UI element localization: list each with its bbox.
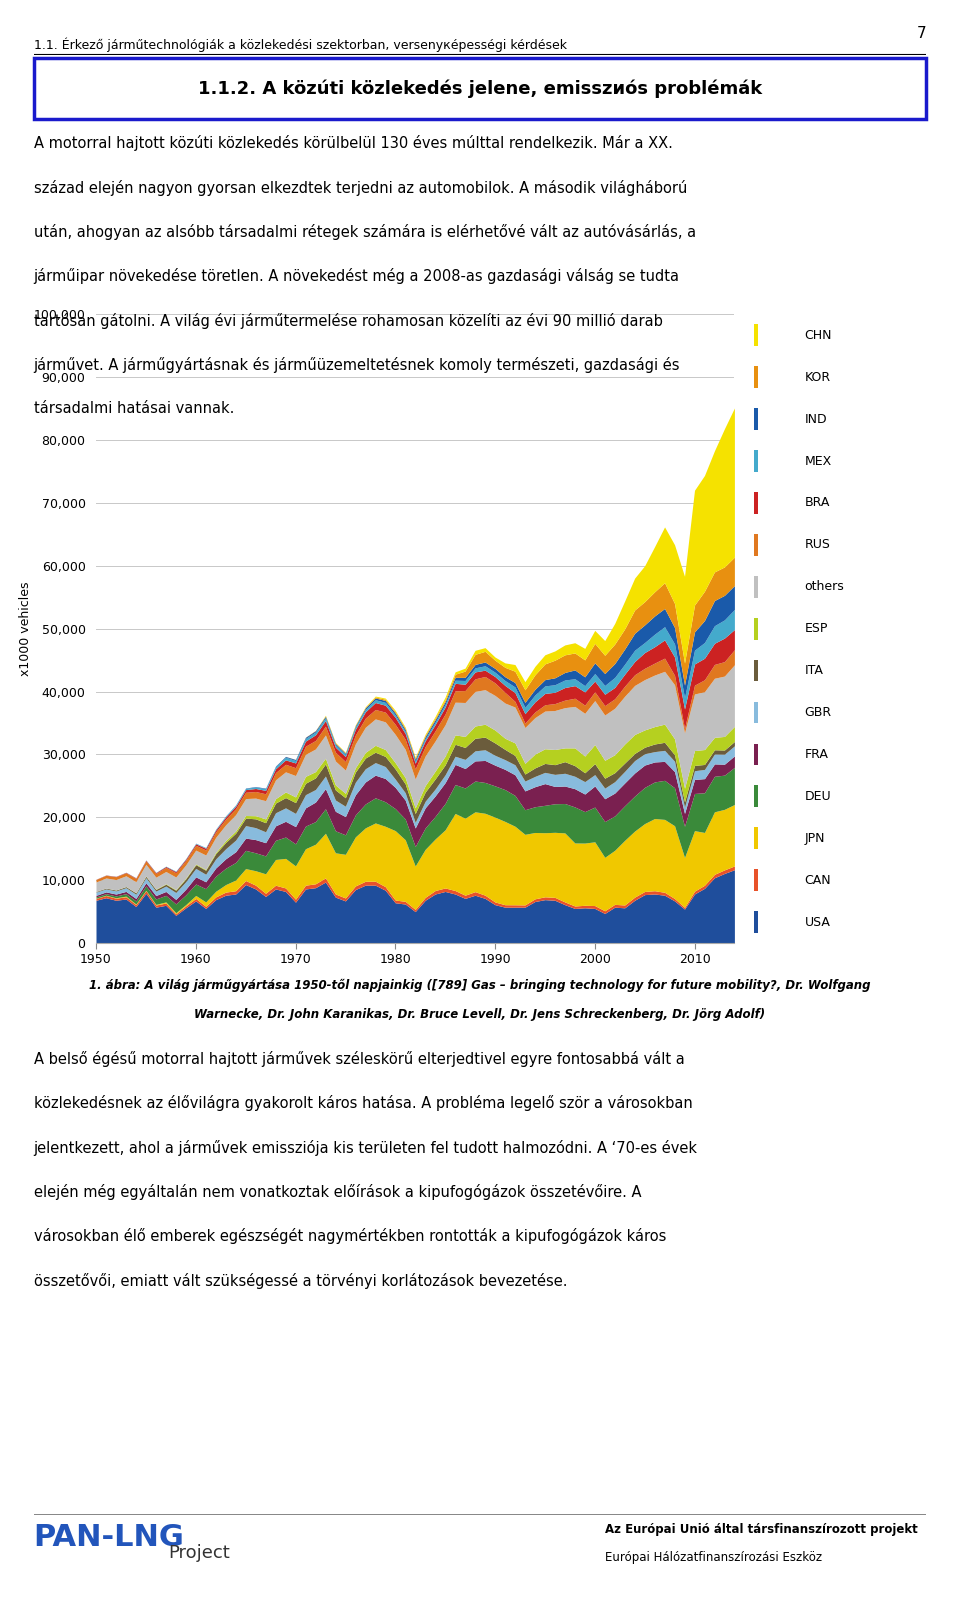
Text: MEX: MEX — [804, 455, 832, 467]
Bar — [754, 911, 758, 933]
Text: jelentkezett, ahol a járművek emissziója kis területen fel tudott halmozódni. A : jelentkezett, ahol a járművek emissziója… — [34, 1140, 698, 1156]
Bar — [754, 366, 758, 388]
Text: század elején nagyon gyorsan elkezdtek terjedni az automobilok. A második világh: század elején nagyon gyorsan elkezdtek t… — [34, 179, 687, 195]
Text: elején még egyáltalán nem vonatkoztak előírások a kipufogógázok összetévőire. A: elején még egyáltalán nem vonatkoztak el… — [34, 1183, 641, 1199]
Text: A motorral hajtott közúti közlekedés körülbelül 130 éves múlttal rendelkezik. Má: A motorral hajtott közúti közlekedés kör… — [34, 135, 672, 152]
Text: A belső égésű motorral hajtott járművek széleskörű elterjedtivel egyre fontosabb: A belső égésű motorral hajtott járművek … — [34, 1051, 684, 1067]
Bar — [754, 450, 758, 472]
Text: DEU: DEU — [804, 790, 831, 803]
Text: BRA: BRA — [804, 496, 830, 509]
Text: PAN-LNG: PAN-LNG — [34, 1523, 184, 1552]
Text: CAN: CAN — [804, 874, 831, 887]
Bar — [754, 492, 758, 514]
Text: RUS: RUS — [804, 538, 830, 551]
Bar — [754, 617, 758, 640]
Text: 7: 7 — [917, 26, 926, 40]
Text: közlekedésnek az élővilágra gyakorolt káros hatása. A probléma legelő ször a vár: közlekedésnek az élővilágra gyakorolt ká… — [34, 1096, 692, 1111]
Text: járművet. A járműgyártásnak és járműüzemeltetésnek komoly természeti, gazdasági : járművet. A járműgyártásnak és járműüzem… — [34, 358, 680, 372]
Text: tartósan gátolni. A világ évi járműtermelése rohamosan közelíti az évi 90 millió: tartósan gátolni. A világ évi járműterme… — [34, 313, 662, 329]
Bar — [754, 701, 758, 724]
Y-axis label: x1000 vehicles: x1000 vehicles — [19, 582, 32, 675]
Text: FRA: FRA — [804, 748, 828, 761]
Text: járműipar növekedése töretlen. A növekedést még a 2008-as gazdasági válság se tu: járműipar növekedése töretlen. A növeked… — [34, 268, 680, 284]
Text: Project: Project — [168, 1544, 229, 1562]
Bar — [754, 575, 758, 598]
Text: után, ahogyan az alsóbb társadalmi rétegek számára is elérhetővé vált az autóvás: után, ahogyan az alsóbb társadalmi réteg… — [34, 224, 696, 240]
Text: 1.1.2. A közúti közlekedés jelene, emisszиós problémák: 1.1.2. A közúti közlekedés jelene, emiss… — [198, 79, 762, 98]
Text: JPN: JPN — [804, 832, 826, 845]
Text: Az Európai Unió által társfinanszírozott projekt: Az Európai Unió által társfinanszírozott… — [605, 1523, 918, 1536]
Text: KOR: KOR — [804, 371, 830, 384]
Bar — [754, 743, 758, 766]
Text: 1. ábra: A világ járműgyártása 1950-től napjainkig ([789] Gas – bringing technol: 1. ábra: A világ járműgyártása 1950-től … — [89, 978, 871, 991]
Bar — [754, 869, 758, 891]
Text: ESP: ESP — [804, 622, 828, 635]
Bar — [754, 659, 758, 682]
Text: GBR: GBR — [804, 706, 831, 719]
Text: CHN: CHN — [804, 329, 832, 342]
FancyBboxPatch shape — [34, 58, 926, 119]
Text: városokban élő emberek egészségét nagymértékben rontották a kipufogógázok káros: városokban élő emberek egészségét nagymé… — [34, 1228, 666, 1244]
Text: Warnecke, Dr. John Karanikas, Dr. Bruce Levell, Dr. Jens Schreckenberg, Dr. Jörg: Warnecke, Dr. John Karanikas, Dr. Bruce … — [195, 1008, 765, 1020]
Bar — [754, 827, 758, 850]
Text: IND: IND — [804, 413, 828, 426]
Bar — [754, 534, 758, 556]
Bar — [754, 324, 758, 347]
Text: társadalmi hatásai vannak.: társadalmi hatásai vannak. — [34, 401, 234, 416]
Text: Európai Hálózatfinanszírozási Eszköz: Európai Hálózatfinanszírozási Eszköz — [605, 1551, 822, 1564]
Text: USA: USA — [804, 916, 830, 929]
Bar — [754, 408, 758, 430]
Bar — [754, 785, 758, 808]
Text: 1.1. Érkező járműtechnológiák a közlekedési szektorban, versenyкépességi kérdése: 1.1. Érkező járműtechnológiák a közleked… — [34, 37, 566, 52]
Text: others: others — [804, 580, 845, 593]
Text: összetővői, emiatt vált szükségessé a törvényi korlátozások bevezetése.: összetővői, emiatt vált szükségessé a tö… — [34, 1273, 567, 1288]
Text: ITA: ITA — [804, 664, 824, 677]
